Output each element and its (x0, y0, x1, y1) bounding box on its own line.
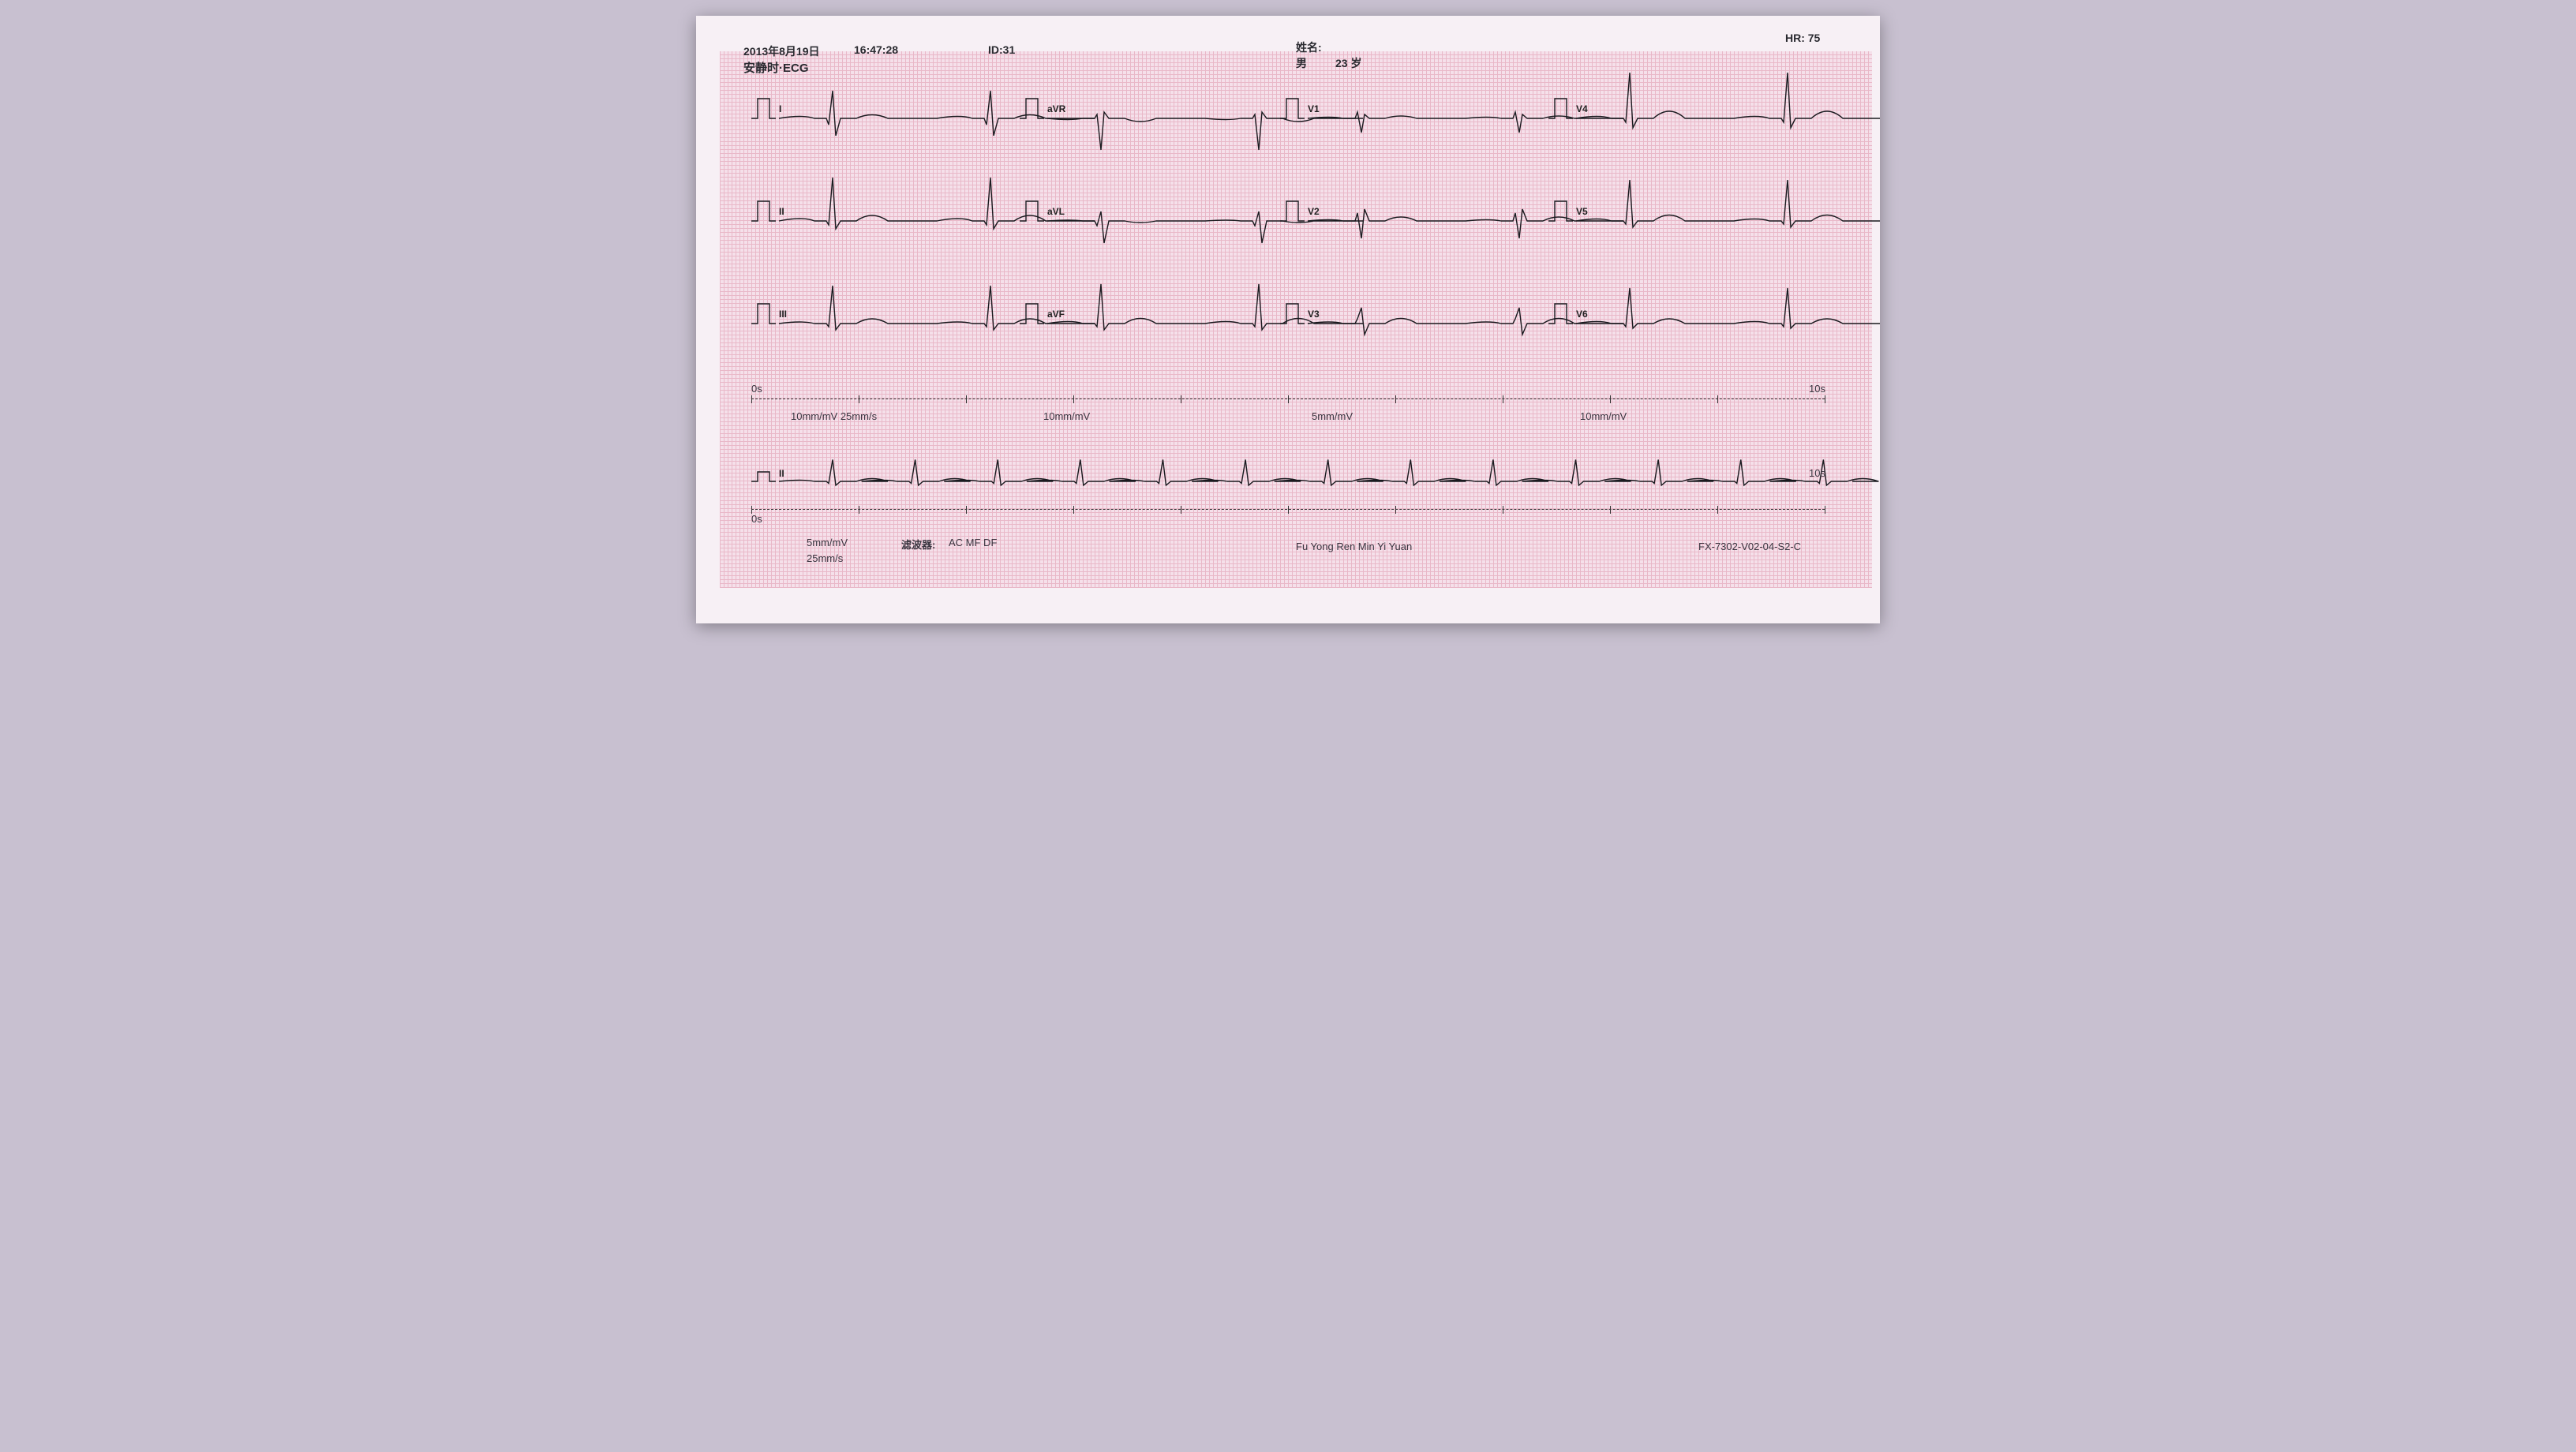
filter-value: AC MF DF (949, 537, 997, 548)
header-name-label: 姓名: (1296, 39, 1322, 55)
header-id: ID:31 (988, 43, 1015, 56)
ecg-printout: 2013年8月19日 16:47:28 ID:31 姓名: 男 23 岁 HR:… (696, 16, 1880, 623)
device-id: FX-7302-V02-04-S2-C (1698, 541, 1801, 552)
header-date: 2013年8月19日 (743, 43, 820, 59)
header-time: 16:47:28 (854, 43, 898, 56)
ecg-grid (720, 51, 1872, 588)
timeaxis-end: 10s (1809, 383, 1825, 395)
time-axis-rhythm (751, 509, 1825, 510)
header-hr: HR: 75 (1785, 32, 1820, 44)
cal-col-4: 10mm/mV (1580, 410, 1627, 422)
cal-col-2: 10mm/mV (1043, 410, 1090, 422)
header-mode: 安静时·ECG (743, 59, 809, 76)
rhythm-timeaxis-start: 0s (751, 513, 762, 525)
filter-label: 滤波器: (901, 537, 935, 552)
cal-col-1: 10mm/mV 25mm/s (791, 410, 877, 422)
timeaxis-start: 0s (751, 383, 762, 395)
header-sex: 男 (1296, 55, 1307, 71)
header-age: 23 岁 (1335, 55, 1361, 71)
cal-col-3: 5mm/mV (1312, 410, 1353, 422)
rhythm-timeaxis-end: 10s (1809, 467, 1825, 479)
rhythm-speed: 25mm/s (807, 552, 843, 564)
hospital-name: Fu Yong Ren Min Yi Yuan (1296, 541, 1412, 552)
rhythm-cal: 5mm/mV (807, 537, 848, 548)
